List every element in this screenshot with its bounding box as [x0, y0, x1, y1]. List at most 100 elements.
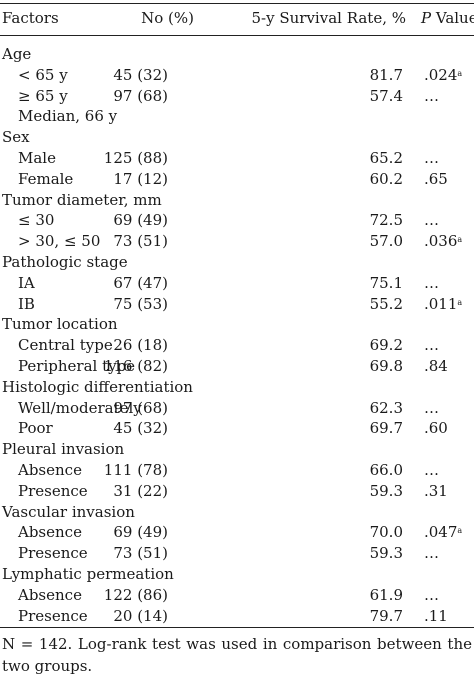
row-no-percent: 125 (88) — [103, 149, 168, 167]
significance-marker: a — [457, 526, 463, 536]
row-survival-rate: 55.2 — [369, 294, 403, 313]
row-p-value: … — [424, 273, 439, 294]
header-rule — [0, 35, 474, 36]
row-label: Well/moderately — [18, 398, 142, 417]
row-label: Female — [18, 169, 74, 188]
row-no-percent: 45 (32) — [113, 419, 168, 438]
row-survival-rate: 66.0 — [369, 461, 403, 479]
row-p-value: .11 — [424, 606, 448, 627]
p-value-text: .65 — [424, 169, 448, 188]
table-row: Central type 26 (18) 69.2… — [0, 335, 474, 356]
row-no-percent: 20 (14) — [113, 606, 168, 625]
row-label: Presence — [18, 544, 88, 563]
table-row: IB 75 (53) 55.2 .011a — [0, 294, 474, 315]
row-no-percent: 97 (68) — [113, 86, 168, 105]
p-value-text: .60 — [424, 419, 448, 438]
category-row: Tumor diameter, mm — [0, 190, 474, 211]
table-row: IA 67 (47) 75.1… — [0, 273, 474, 294]
row-label: Presence — [18, 606, 88, 625]
p-value-text: .036 — [424, 232, 458, 251]
row-p-value: … — [424, 210, 439, 231]
row-survival-rate: 57.4 — [369, 86, 403, 105]
top-rule — [0, 3, 474, 4]
p-value-text: … — [424, 149, 439, 167]
bottom-rule — [0, 627, 474, 628]
row-p-value: .024a — [424, 65, 462, 86]
row-no-percent: 45 (32) — [113, 65, 168, 84]
category-label: Pleural invasion — [2, 440, 125, 459]
table-row: Presence 73 (51) 59.3… — [0, 543, 474, 564]
table-row: ≤ 30 69 (49) 72.5… — [0, 210, 474, 231]
category-label: Age — [2, 45, 32, 63]
category-row: Pleural invasion — [0, 439, 474, 460]
category-row: Tumor location — [0, 314, 474, 335]
category-label: Tumor diameter, mm — [2, 190, 162, 209]
category-row: Vascular invasion — [0, 502, 474, 523]
category-label: Histologic differentiation — [2, 377, 193, 396]
p-value-text: .024 — [424, 65, 458, 84]
table-row: Absence 122 (86) 61.9… — [0, 585, 474, 606]
row-no-percent: 97 (68) — [113, 398, 168, 417]
p-value-text: .011 — [424, 294, 458, 313]
row-no-percent: 17 (12) — [113, 169, 168, 188]
row-label: Presence — [18, 481, 88, 500]
table-row: Absence 111 (78) 66.0… — [0, 460, 474, 481]
row-p-value: … — [424, 148, 439, 169]
p-value-text: … — [424, 273, 439, 292]
row-label: > 30, ≤ 50 — [18, 232, 101, 251]
row-label: ≤ 30 — [18, 211, 55, 230]
row-label: Central type — [18, 336, 113, 355]
header-rate: 5-y Survival Rate, % — [251, 9, 407, 27]
header-factors: Factors — [2, 9, 59, 27]
table-footnote: N = 142. Log-rank test was used in compa… — [2, 635, 472, 675]
table-row: Male 125 (88) 65.2 … — [0, 148, 474, 169]
row-p-value: .65 — [424, 169, 448, 190]
p-value-text: … — [424, 336, 439, 355]
row-p-value: … — [424, 585, 439, 606]
row-survival-rate: 57.0 — [369, 232, 403, 251]
row-survival-rate: 59.3 — [369, 544, 403, 563]
table-row: ≥ 65 y 97 (68) 57.4… — [0, 86, 474, 107]
table-row: Presence 31 (22) 59.3 .31 — [0, 481, 474, 502]
row-no-percent: 75 (53) — [113, 294, 168, 313]
row-label: ≥ 65 y — [18, 86, 68, 105]
row-p-value: .84 — [424, 356, 448, 377]
row-no-percent: 111 (78) — [103, 461, 168, 479]
table-row: Well/moderately 97 (68) 62.3 … — [0, 398, 474, 419]
row-p-value: .31 — [424, 481, 448, 502]
p-value-text: .31 — [424, 481, 448, 500]
row-label: Absence — [18, 461, 82, 479]
table-row: Peripheral type 116 (82) 69.8 .84 — [0, 356, 474, 377]
table-row: Presence 20 (14) 79.7 .11 — [0, 606, 474, 627]
p-value-text: .84 — [424, 357, 448, 375]
row-survival-rate: 69.8 — [369, 357, 403, 375]
row-survival-rate: 70.0 — [369, 523, 403, 542]
row-label: IA — [18, 273, 35, 292]
row-label: Male — [18, 149, 56, 167]
significance-marker: a — [457, 68, 463, 78]
p-value-text: … — [424, 585, 439, 604]
row-label: IB — [18, 294, 35, 313]
row-no-percent: 67 (47) — [113, 273, 168, 292]
header-p-rest: Value — [431, 9, 474, 27]
category-label: Vascular invasion — [2, 502, 135, 521]
row-p-value: .60 — [424, 418, 448, 439]
row-survival-rate: 65.2 — [369, 149, 403, 167]
p-value-text: .11 — [424, 606, 448, 625]
row-no-percent: 122 (86) — [103, 585, 168, 604]
row-label: Median, 66 y — [18, 107, 118, 126]
row-p-value: … — [424, 398, 439, 419]
table-row: > 30, ≤ 50 73 (51) 57.0 .036a — [0, 231, 474, 252]
table-row: Female 17 (12) 60.2 .65 — [0, 169, 474, 190]
row-no-percent: 73 (51) — [113, 232, 168, 251]
header-p-letter: P — [421, 9, 432, 27]
p-value-text: .047 — [424, 523, 458, 542]
row-survival-rate: 62.3 — [369, 398, 403, 417]
table-header: Factors No (%) 5-y Survival Rate, % P Va… — [0, 8, 474, 29]
row-p-value: .047a — [424, 522, 462, 543]
row-label: Peripheral type — [18, 357, 136, 375]
table-row: Poor 45 (32) 69.7 .60 — [0, 418, 474, 439]
table-row: < 65 y 45 (32) 81.7 .024a — [0, 65, 474, 86]
row-label: Absence — [18, 585, 82, 604]
category-row: Lymphatic permeation — [0, 564, 474, 585]
